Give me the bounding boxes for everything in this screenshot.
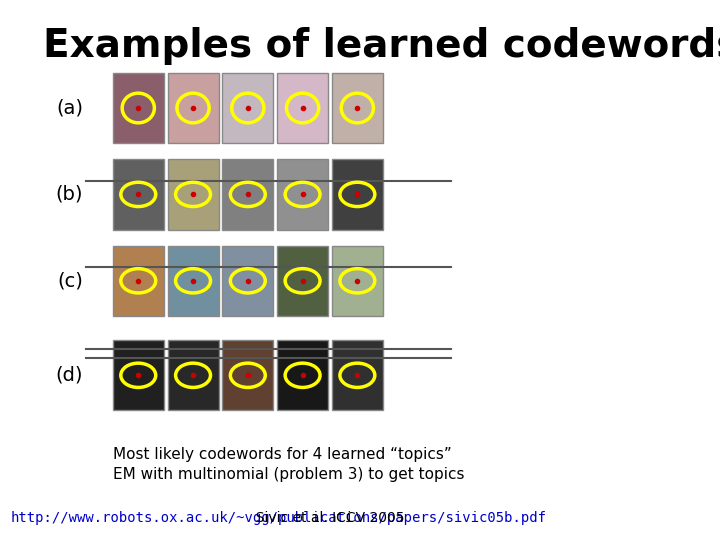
Text: (b): (b) [55,185,84,204]
Text: Sivic et al. ICCV 2005: Sivic et al. ICCV 2005 [247,511,405,525]
FancyBboxPatch shape [277,73,328,143]
FancyBboxPatch shape [277,246,328,316]
FancyBboxPatch shape [113,159,163,230]
Text: Examples of learned codewords: Examples of learned codewords [43,27,720,65]
FancyBboxPatch shape [222,73,274,143]
Text: http://www.robots.ox.ac.uk/~vgg/publications/papers/sivic05b.pdf: http://www.robots.ox.ac.uk/~vgg/publicat… [11,511,546,525]
FancyBboxPatch shape [332,159,383,230]
FancyBboxPatch shape [222,159,274,230]
FancyBboxPatch shape [222,340,274,410]
FancyBboxPatch shape [113,73,163,143]
FancyBboxPatch shape [277,340,328,410]
FancyBboxPatch shape [332,73,383,143]
Text: (c): (c) [58,271,84,291]
FancyBboxPatch shape [113,340,163,410]
Text: (d): (d) [55,366,84,385]
Text: EM with multinomial (problem 3) to get topics: EM with multinomial (problem 3) to get t… [113,467,464,482]
FancyBboxPatch shape [168,159,219,230]
FancyBboxPatch shape [168,340,219,410]
Text: Most likely codewords for 4 learned “topics”: Most likely codewords for 4 learned “top… [113,447,451,462]
FancyBboxPatch shape [168,246,219,316]
FancyBboxPatch shape [332,246,383,316]
FancyBboxPatch shape [168,73,219,143]
FancyBboxPatch shape [277,159,328,230]
FancyBboxPatch shape [332,340,383,410]
FancyBboxPatch shape [222,246,274,316]
Text: (a): (a) [56,98,84,118]
FancyBboxPatch shape [113,246,163,316]
